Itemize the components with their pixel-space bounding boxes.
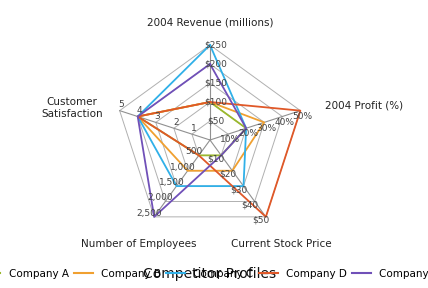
Text: $250: $250	[205, 41, 227, 50]
Legend: Company A, Company B, Company C, Company D, Company E: Company A, Company B, Company C, Company…	[0, 269, 428, 279]
Text: 2: 2	[173, 118, 178, 127]
Text: 10%: 10%	[220, 135, 240, 144]
Text: $50: $50	[253, 216, 270, 225]
Text: Competitor Profiles: Competitor Profiles	[143, 267, 276, 281]
Text: $200: $200	[205, 60, 227, 69]
Text: 2,500: 2,500	[137, 209, 162, 218]
Text: 2004 Revenue (millions): 2004 Revenue (millions)	[147, 18, 273, 28]
Text: 4: 4	[137, 106, 143, 115]
Text: $20: $20	[219, 170, 236, 179]
Text: 50%: 50%	[292, 112, 312, 121]
Text: $100: $100	[205, 98, 228, 107]
Text: 3: 3	[155, 112, 160, 121]
Text: $40: $40	[241, 200, 259, 209]
Text: 1,000: 1,000	[170, 163, 196, 172]
Text: Number of Employees: Number of Employees	[81, 239, 197, 249]
Text: 2004 Profit (%): 2004 Profit (%)	[324, 100, 403, 110]
Text: 2,000: 2,000	[148, 194, 173, 202]
Text: 40%: 40%	[274, 118, 294, 127]
Text: Customer
Satisfaction: Customer Satisfaction	[41, 97, 103, 118]
Text: 500: 500	[185, 147, 202, 156]
Text: 5: 5	[119, 101, 125, 109]
Text: 1: 1	[191, 124, 196, 133]
Text: 1,500: 1,500	[159, 178, 184, 187]
Text: $30: $30	[230, 185, 247, 194]
Text: $50: $50	[208, 117, 225, 126]
Text: Current Stock Price: Current Stock Price	[231, 239, 331, 249]
Text: $10: $10	[208, 154, 225, 163]
Text: 20%: 20%	[238, 130, 258, 139]
Text: 30%: 30%	[256, 124, 276, 132]
Text: $150: $150	[205, 79, 228, 88]
